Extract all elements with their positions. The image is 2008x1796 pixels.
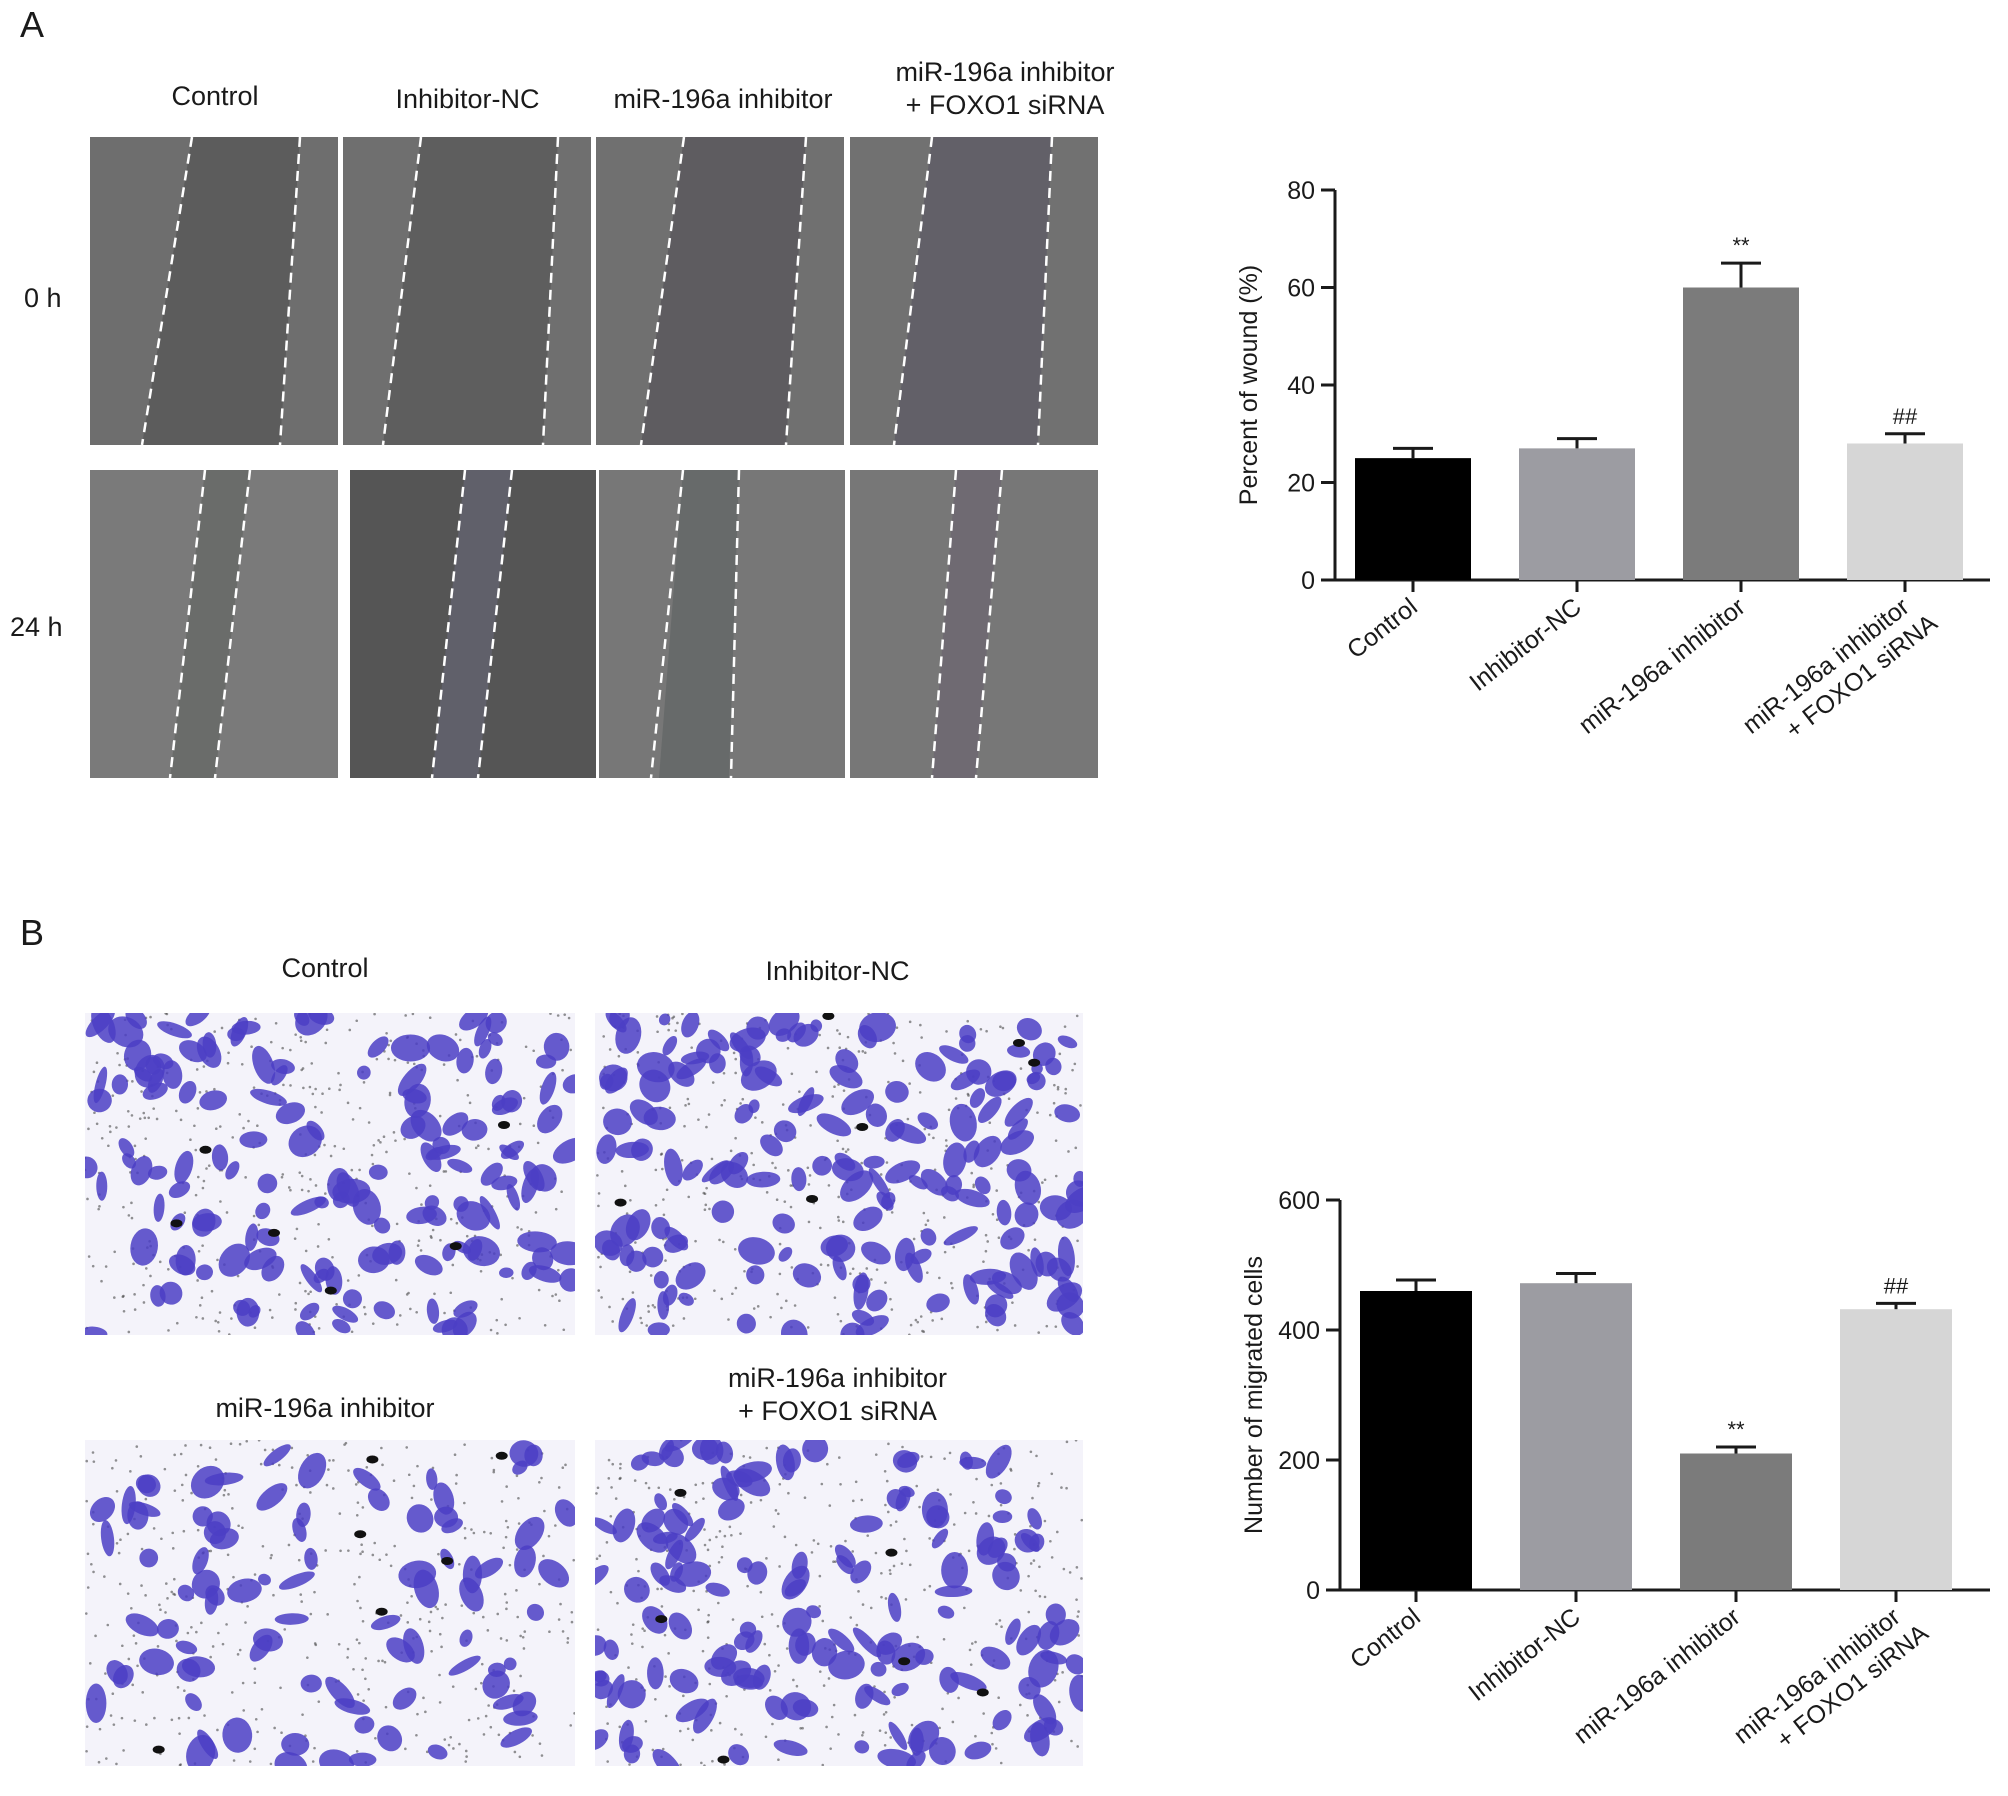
wound-percent-bar-chart: 0 20 40 60 80 Percent of wound (%) Control Inhi…	[1235, 177, 1990, 763]
bar	[1355, 458, 1471, 580]
bar	[1360, 1291, 1472, 1590]
x-tick-label: Inhibitor-NC	[1463, 1603, 1585, 1707]
significance-mark: **	[1732, 233, 1750, 258]
wound-micrograph	[343, 137, 591, 445]
x-tick-label: miR-196a inhibitor+ FOXO1 siRNA	[1729, 1595, 1934, 1773]
x-tick-label: Inhibitor-NC	[1464, 593, 1586, 697]
x-tick-label: Control	[1345, 1603, 1426, 1675]
y-axis-title: Percent of wound (%)	[1235, 265, 1263, 505]
y-axis-title: Number of migrated cells	[1240, 1256, 1268, 1534]
panel-a-row-label: 24 h	[10, 612, 63, 642]
wound-micrograph	[599, 470, 845, 778]
migrated-cells-bar-chart: 0 200 400 600 Number of migrated cells Contro…	[1240, 1187, 1990, 1773]
panel-a-column-label: Control	[171, 81, 259, 111]
y-tick-label: 40	[1287, 372, 1315, 400]
panel-b-letter: B	[20, 912, 45, 953]
wound-micrograph	[90, 470, 338, 778]
wound-micrograph	[90, 137, 338, 445]
y-tick-label: 600	[1278, 1187, 1320, 1215]
panel-b-image-label: Control	[281, 953, 369, 983]
panel-a-letter: A	[20, 4, 45, 45]
bar	[1683, 287, 1799, 580]
significance-mark: ##	[1893, 404, 1918, 429]
y-tick-label: 200	[1278, 1447, 1320, 1475]
bar	[1520, 1283, 1632, 1590]
y-tick-label: 400	[1278, 1317, 1320, 1345]
significance-mark: **	[1727, 1417, 1745, 1442]
x-tick-label: miR-196a inhibitor	[1574, 593, 1751, 740]
y-tick-label: 60	[1287, 275, 1315, 303]
bar	[1519, 448, 1635, 580]
x-tick-label: Control	[1342, 593, 1423, 665]
bar	[1680, 1453, 1792, 1590]
panel-b-image-label: miR-196a inhibitor	[215, 1393, 435, 1423]
transwell-micrograph	[595, 1013, 1083, 1335]
bar	[1847, 443, 1963, 580]
panel-a-column-label: miR-196a inhibitor + FOXO1 siRNA	[895, 57, 1115, 120]
wound-micrograph	[596, 137, 844, 445]
y-tick-label: 0	[1306, 1577, 1320, 1605]
significance-mark: ##	[1884, 1273, 1909, 1298]
panel-a-row-label: 0 h	[24, 283, 62, 313]
transwell-micrograph	[85, 1013, 575, 1335]
bar	[1840, 1309, 1952, 1590]
y-tick-label: 20	[1287, 470, 1315, 498]
panel-b-image-label: Inhibitor-NC	[765, 956, 910, 986]
x-tick-label: miR-196a inhibitor	[1569, 1603, 1746, 1750]
panel-a-column-label: Inhibitor-NC	[395, 84, 540, 114]
panel-a-column-label: miR-196a inhibitor	[613, 84, 833, 114]
wound-micrograph	[850, 137, 1098, 445]
panel-b-image-label: miR-196a inhibitor + FOXO1 siRNA	[727, 1363, 948, 1426]
y-tick-label: 80	[1287, 177, 1315, 205]
wound-micrograph	[350, 470, 596, 778]
wound-micrograph	[850, 470, 1098, 778]
transwell-micrograph	[85, 1440, 575, 1766]
transwell-micrograph	[595, 1440, 1083, 1766]
y-tick-label: 0	[1301, 567, 1315, 595]
x-tick-label: miR-196a inhibitor+ FOXO1 siRNA	[1738, 585, 1943, 763]
